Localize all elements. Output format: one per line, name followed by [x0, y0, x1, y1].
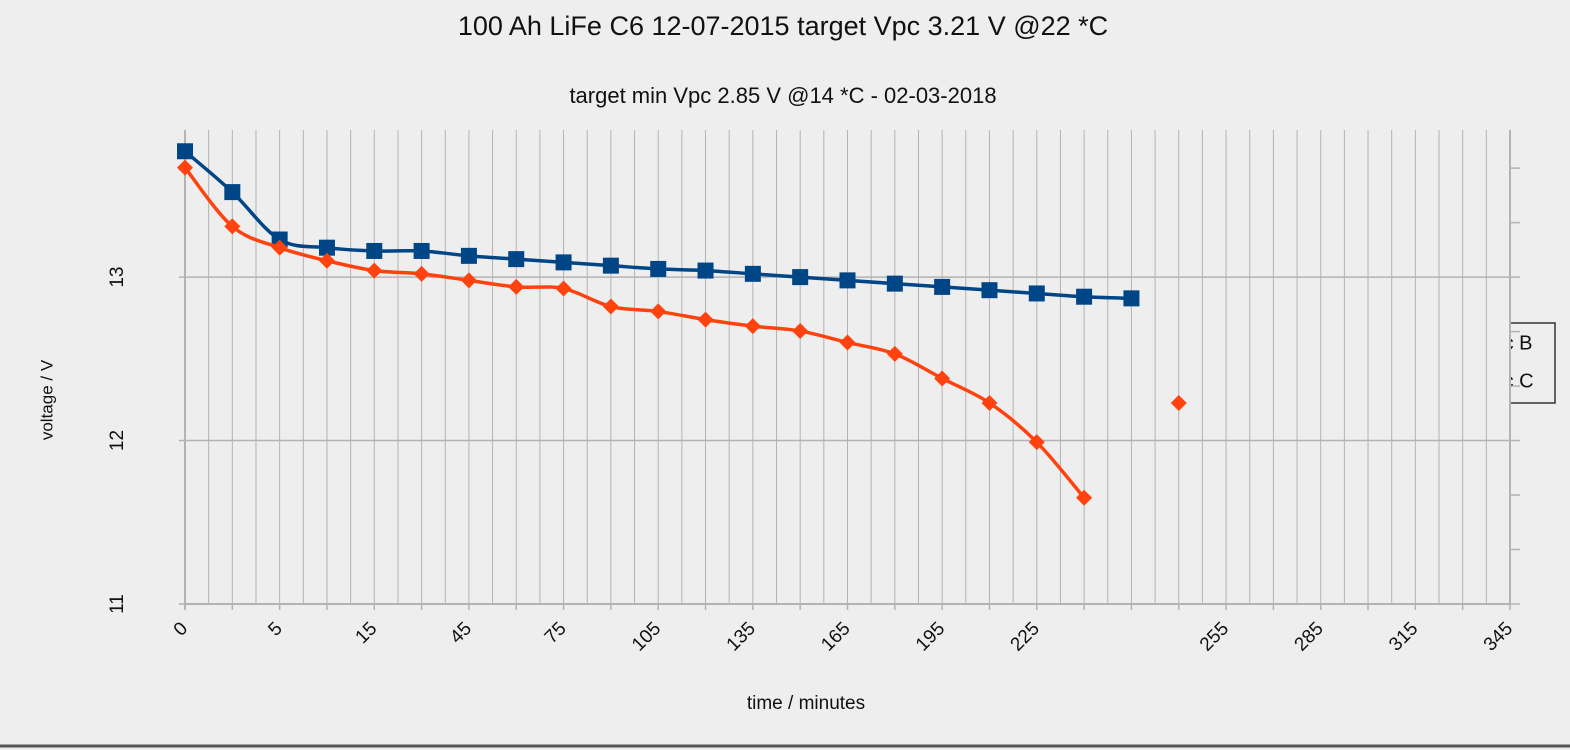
- data-point: [1028, 434, 1045, 451]
- data-point: [981, 282, 998, 299]
- data-point: [508, 251, 525, 268]
- data-point: [1170, 394, 1187, 411]
- data-point: [934, 370, 951, 387]
- data-point: [1028, 285, 1045, 302]
- data-point: [1123, 290, 1140, 307]
- data-point: [318, 239, 335, 256]
- data-point: [792, 323, 809, 340]
- data-point: [177, 159, 193, 176]
- data-point: [224, 218, 241, 235]
- data-point: [555, 254, 572, 271]
- data-point: [744, 318, 761, 335]
- data-point: [886, 275, 903, 292]
- data-point: [366, 262, 383, 279]
- data-point: [602, 257, 619, 274]
- y-tick-label: 11: [107, 594, 128, 614]
- data-point: [839, 334, 856, 351]
- data-point: [555, 280, 572, 297]
- data-point: [792, 269, 809, 286]
- chart-title: 100 Ah LiFe C6 12-07-2015 target Vpc 3.2…: [458, 11, 1108, 41]
- data-point: [744, 265, 761, 282]
- data-point: [1076, 288, 1093, 305]
- data-point: [697, 311, 714, 328]
- y-tick-label: 13: [107, 267, 128, 288]
- chart-subtitle: target min Vpc 2.85 V @14 *C - 02-03-201…: [569, 83, 996, 108]
- data-point: [886, 345, 903, 362]
- data-point: [460, 247, 477, 264]
- data-point: [602, 298, 619, 315]
- data-point: [1076, 489, 1093, 506]
- data-point: [177, 143, 193, 160]
- data-point: [650, 303, 667, 320]
- data-point: [224, 184, 241, 201]
- x-axis-label: time / minutes: [747, 693, 865, 714]
- data-point: [839, 272, 856, 289]
- data-point: [934, 278, 951, 295]
- data-point: [413, 265, 430, 282]
- data-point: [460, 272, 477, 289]
- data-point: [318, 252, 335, 269]
- data-point: [271, 231, 288, 248]
- data-point: [697, 262, 714, 279]
- data-point: [271, 239, 288, 256]
- data-point: [508, 278, 525, 295]
- y-axis-label: voltage / V: [37, 359, 56, 440]
- y-tick-label: 12: [107, 430, 128, 451]
- data-point: [650, 260, 667, 277]
- data-point: [366, 242, 383, 259]
- data-point: [981, 394, 998, 411]
- data-point: [413, 242, 430, 259]
